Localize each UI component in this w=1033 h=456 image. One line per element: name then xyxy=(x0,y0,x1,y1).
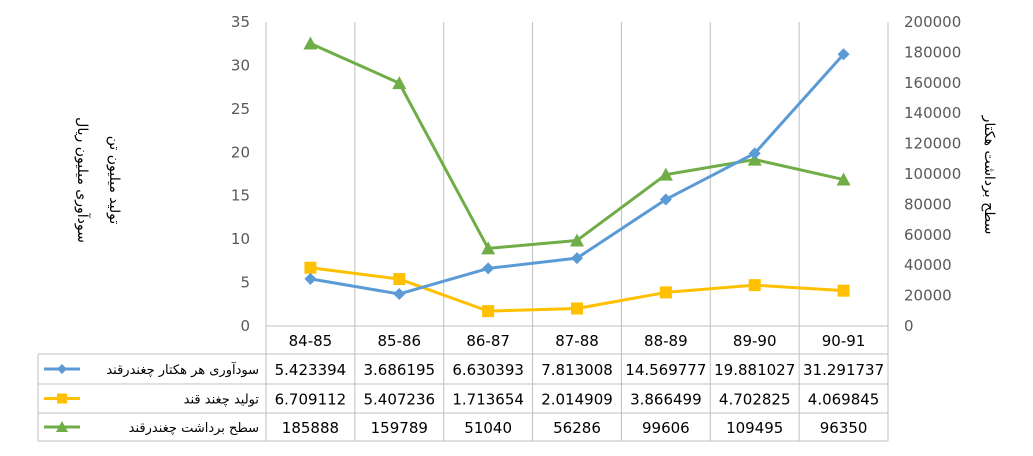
right-tick-label: 100000 xyxy=(904,165,961,183)
data-point xyxy=(659,286,672,299)
data-label: 109495 xyxy=(726,419,783,437)
data-label: 6.630393 xyxy=(452,361,524,379)
data-label: 7.813008 xyxy=(541,361,613,379)
left-axis-title-2: تولید میلیون تن xyxy=(106,136,122,225)
data-point xyxy=(837,284,850,297)
data-label: 6.709112 xyxy=(275,391,347,409)
category-label: 86-87 xyxy=(466,332,510,350)
legend-label: تولید چغند قند xyxy=(184,393,260,408)
left-axis: 0 5 10 15 20 25 30 35 xyxy=(231,13,250,335)
left-tick-label: 5 xyxy=(240,274,250,292)
grid-layer xyxy=(265,22,889,441)
data-label: 1.713654 xyxy=(452,391,524,409)
data-point xyxy=(570,233,584,247)
category-label: 87-88 xyxy=(555,332,599,350)
data-label: 96350 xyxy=(820,419,868,437)
right-tick-label: 60000 xyxy=(904,226,952,244)
data-label: 3.866499 xyxy=(630,391,702,409)
left-tick-label: 20 xyxy=(231,143,250,161)
category-label: 89-90 xyxy=(733,332,777,350)
left-tick-label: 30 xyxy=(231,56,250,74)
data-label: 14.569777 xyxy=(625,361,706,379)
category-label: 90-91 xyxy=(822,332,866,350)
series-layer xyxy=(303,36,851,318)
right-tick-label: 160000 xyxy=(904,74,961,92)
data-point xyxy=(658,167,673,181)
right-tick-label: 0 xyxy=(904,317,914,335)
data-point xyxy=(57,364,67,374)
data-label: 5.407236 xyxy=(363,391,435,409)
right-tick-label: 180000 xyxy=(904,43,961,61)
data-table: 84-85 85-86 86-87 87-88 88-89 89-90 90-91 سودآو… xyxy=(37,325,888,442)
series-line xyxy=(309,42,844,250)
category-label: 85-86 xyxy=(377,332,421,350)
left-axis-title-1: سودآوری میلیون ریال xyxy=(74,117,91,243)
right-tick-label: 200000 xyxy=(904,13,961,31)
right-tick-label: 120000 xyxy=(904,135,961,153)
data-point xyxy=(836,172,851,186)
data-label: 99606 xyxy=(642,419,690,437)
data-point xyxy=(392,76,407,90)
data-point xyxy=(57,393,67,404)
data-point xyxy=(393,287,406,300)
left-tick-label: 0 xyxy=(240,317,250,335)
data-label: 3.686195 xyxy=(363,361,435,379)
data-point xyxy=(482,262,495,275)
legend-label: سطح برداشت چغندرقند xyxy=(129,421,259,436)
data-label: 5.423394 xyxy=(275,361,347,379)
data-point xyxy=(571,252,583,265)
category-label: 88-89 xyxy=(644,332,688,350)
data-label: 51040 xyxy=(464,419,512,437)
data-point xyxy=(659,193,672,206)
data-point xyxy=(748,147,761,160)
right-tick-label: 40000 xyxy=(904,256,952,274)
data-label: 2.014909 xyxy=(541,391,613,409)
data-point xyxy=(393,273,406,286)
data-label: 159789 xyxy=(371,419,428,437)
data-point xyxy=(748,279,761,292)
data-point xyxy=(481,241,496,255)
data-label: 185888 xyxy=(282,419,339,437)
data-point xyxy=(482,305,495,318)
data-point xyxy=(304,261,317,274)
right-tick-label: 140000 xyxy=(904,104,961,122)
left-tick-label: 25 xyxy=(231,100,250,118)
right-tick-label: 20000 xyxy=(904,287,952,305)
right-tick-label: 80000 xyxy=(904,195,952,213)
left-tick-label: 15 xyxy=(231,187,250,205)
right-axis: 0 20000 40000 60000 80000 100000 120000 140000 1… xyxy=(904,13,961,335)
left-tick-label: 35 xyxy=(231,13,250,31)
data-label: 19.881027 xyxy=(714,361,795,379)
data-label: 4.702825 xyxy=(719,391,791,409)
data-point xyxy=(837,48,850,61)
right-axis-title: سطح برداشت هکتار xyxy=(981,115,997,235)
data-point xyxy=(571,302,583,315)
category-label: 84-85 xyxy=(289,332,333,350)
left-tick-label: 10 xyxy=(231,230,250,248)
data-point xyxy=(303,36,318,50)
data-label: 56286 xyxy=(553,419,601,437)
data-label: 4.069845 xyxy=(808,391,880,409)
data-label: 31.291737 xyxy=(803,361,884,379)
data-point xyxy=(56,421,68,432)
data-point xyxy=(304,272,317,285)
legend-label: سودآوری هر هکتار چغندرقند xyxy=(106,361,259,378)
